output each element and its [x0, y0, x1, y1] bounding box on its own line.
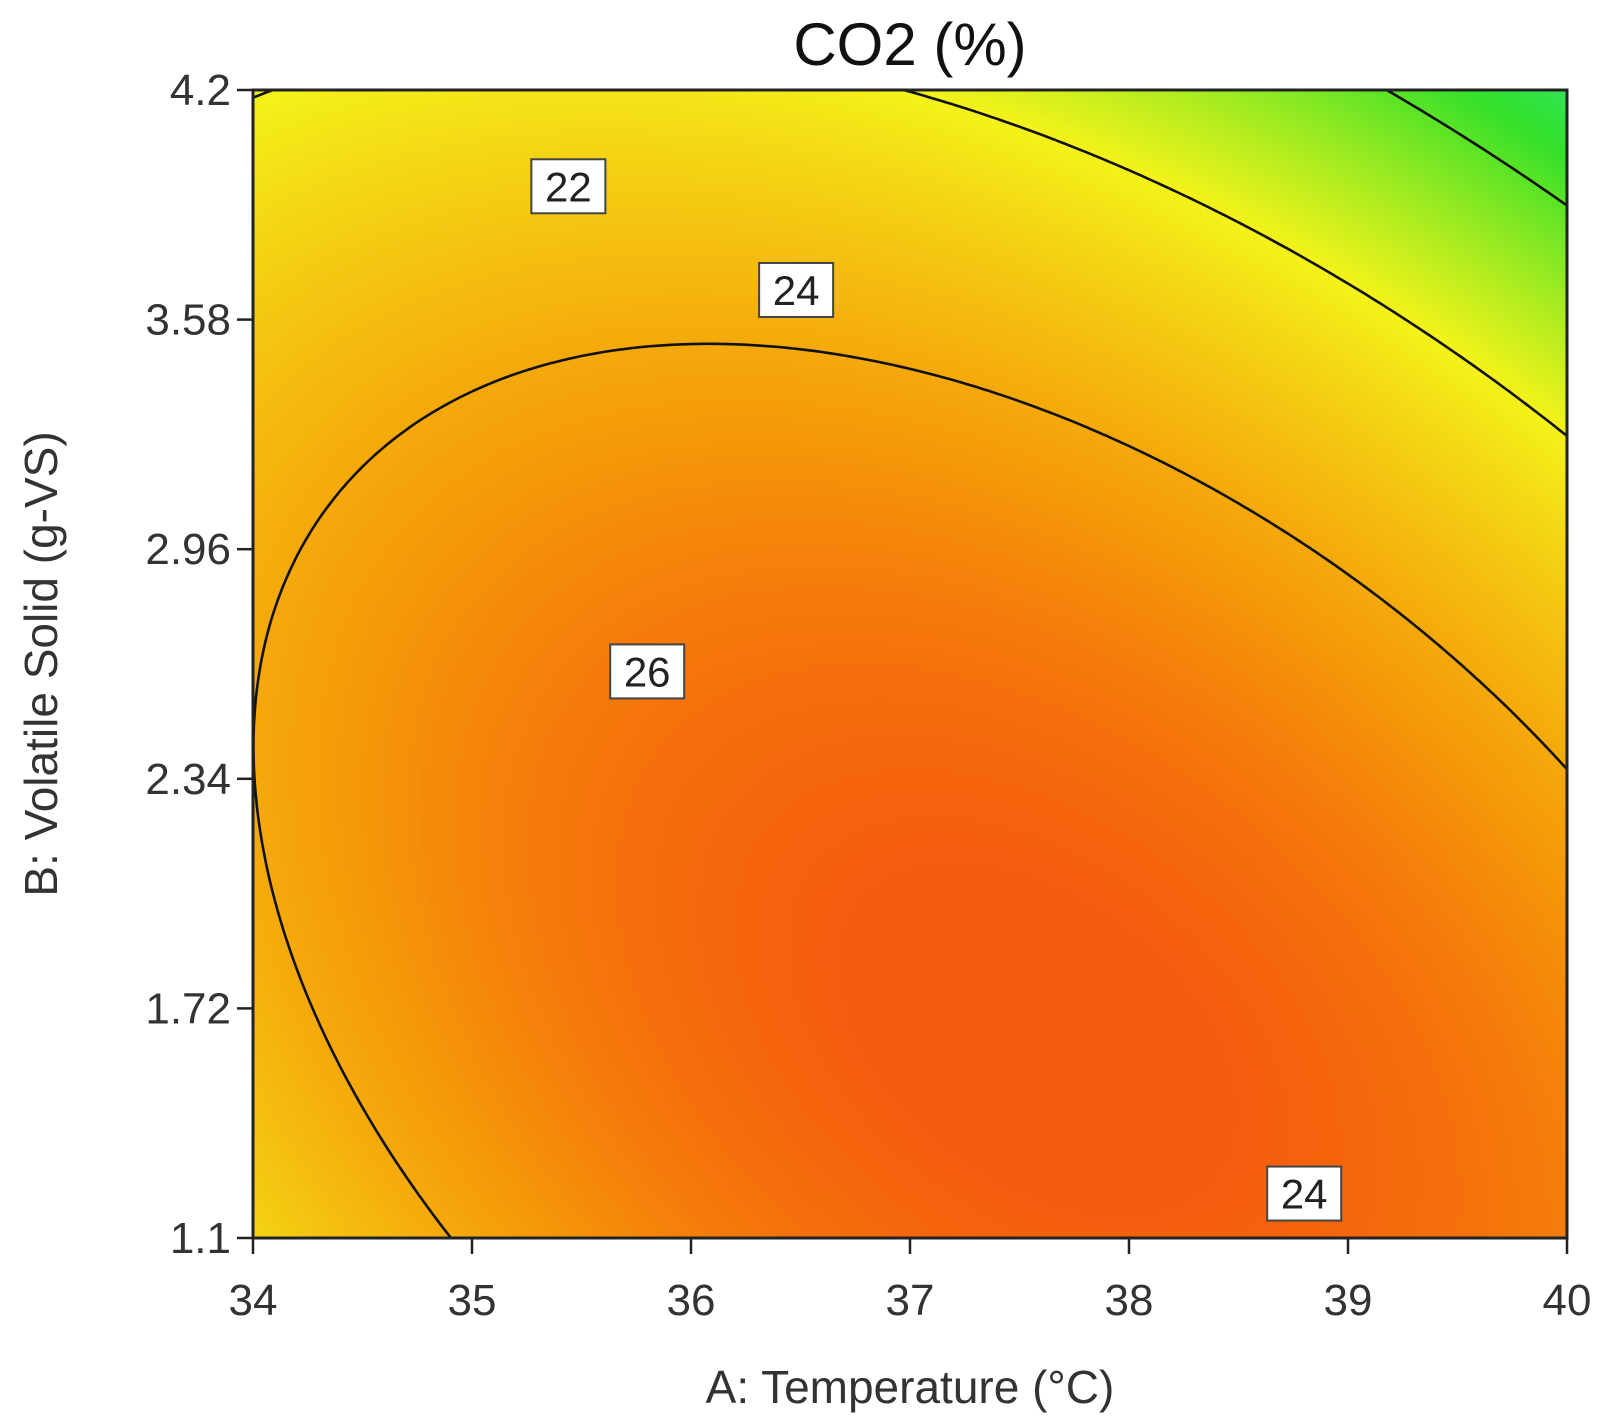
x-axis: 34 35 36 37 38 39 40 [229, 1238, 1592, 1325]
y-tick-label: 2.34 [145, 755, 231, 804]
contour-label-box [758, 261, 835, 318]
contour-label-text: 22 [545, 163, 592, 210]
plot-area: 22 24 26 24 [251, 88, 1569, 1240]
contour-labels: 22 24 26 24 [530, 158, 1343, 1222]
contour-label-box [530, 158, 607, 215]
x-axis-title: A: Temperature (°C) [706, 1361, 1115, 1413]
x-tick-label: 35 [448, 1276, 497, 1325]
contour-label-22: 22 [530, 158, 607, 215]
y-tick-label: 1.72 [145, 984, 231, 1033]
chart-title: CO2 (%) [793, 11, 1026, 78]
contour-label-24: 24 [1266, 1165, 1343, 1222]
contour-label-box [1266, 1165, 1343, 1222]
y-axis: 1.1 1.72 2.34 2.96 3.58 4.2 [145, 66, 253, 1263]
y-tick-label: 2.96 [145, 525, 231, 574]
contour-label-24: 24 [758, 261, 835, 318]
y-tick-label: 3.58 [145, 296, 231, 345]
contour-label-text: 24 [1281, 1171, 1328, 1218]
contour-label-26: 26 [609, 643, 686, 700]
x-tick-label: 38 [1105, 1276, 1154, 1325]
contour-line-26 [253, 342, 1567, 1238]
x-tick-label: 37 [886, 1276, 935, 1325]
contour-label-box [609, 643, 686, 700]
y-tick-label: 4.2 [170, 66, 231, 115]
x-tick-label: 40 [1543, 1276, 1592, 1325]
contour-label-text: 26 [624, 648, 671, 695]
x-tick-label: 39 [1324, 1276, 1373, 1325]
x-tick-label: 36 [667, 1276, 716, 1325]
y-axis-title: B: Volatile Solid (g-VS) [15, 431, 67, 896]
x-tick-label: 34 [229, 1276, 278, 1325]
contour-label-text: 24 [773, 267, 820, 314]
y-tick-label: 1.1 [170, 1214, 231, 1263]
response-surface-heatmap [253, 90, 1567, 1238]
